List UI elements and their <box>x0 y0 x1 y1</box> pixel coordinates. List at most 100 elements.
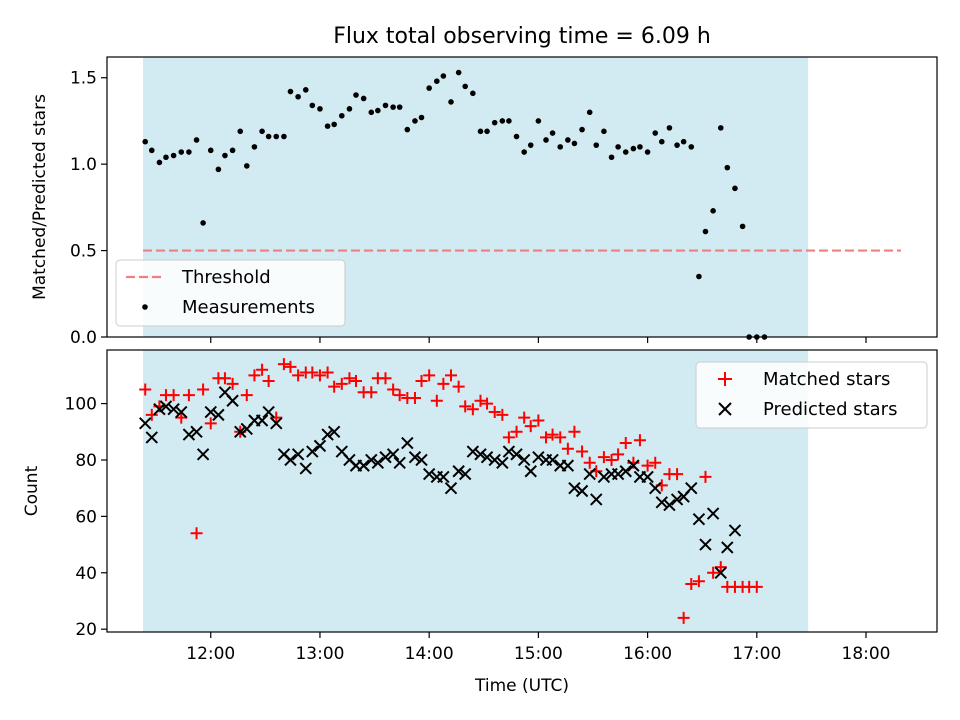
measurement-point <box>630 145 637 152</box>
predicted-star-point <box>655 496 668 509</box>
measurement-point <box>506 118 512 124</box>
measurement-point <box>426 85 432 91</box>
predicted-star-point <box>371 456 385 470</box>
matched-star-point <box>182 389 195 402</box>
matched-star-point <box>197 383 210 396</box>
matched-star-point <box>583 456 596 469</box>
predicted-star-point <box>685 481 698 495</box>
predicted-star-point <box>379 450 392 464</box>
predicted-star-point <box>226 394 239 407</box>
legend-measurements-label: Measurements <box>182 297 315 318</box>
matched-star-point <box>474 394 487 407</box>
measurement-point <box>652 130 659 136</box>
measurement-point <box>571 140 578 147</box>
measurement-point <box>644 149 651 155</box>
predicted-star-point <box>422 467 436 481</box>
measurement-point <box>368 109 375 116</box>
measurement-point <box>696 273 702 280</box>
measurement-point <box>732 185 738 192</box>
measurement-point <box>579 126 585 133</box>
predicted-star-point <box>357 459 370 472</box>
xtick-label: 16:00 <box>623 644 672 664</box>
xtick-label: 15:00 <box>514 644 563 664</box>
measurement-point <box>448 99 454 105</box>
predicted-star-point <box>575 484 589 498</box>
measurement-point <box>688 144 695 150</box>
ytick-label: 80 <box>75 451 97 471</box>
measurement-point <box>390 104 396 110</box>
matched-star-point <box>139 383 152 396</box>
matched-star-point <box>218 372 231 385</box>
measurement-point <box>455 69 462 76</box>
predicted-star-point <box>568 481 581 495</box>
measurement-point <box>251 144 258 150</box>
matched-star-point <box>459 400 472 413</box>
matched-star-point <box>641 459 654 472</box>
matched-star-point <box>365 386 378 399</box>
measurement-point <box>207 147 214 154</box>
predicted-star-point <box>502 445 516 458</box>
matched-star-point <box>619 437 632 450</box>
matched-star-point <box>145 408 158 421</box>
predicted-star-point <box>437 470 450 484</box>
measurement-point <box>287 88 294 95</box>
matched-star-point <box>561 442 574 455</box>
matched-star-point <box>532 414 545 427</box>
measurement-point <box>543 137 549 143</box>
legend-measurements-swatch <box>142 304 148 310</box>
measurement-point <box>353 92 359 98</box>
predicted-star-point <box>365 453 378 467</box>
ytick-label: 0.0 <box>70 328 97 348</box>
legend-predicted-swatch <box>718 402 732 416</box>
matched-star-point <box>175 411 188 424</box>
matched-star-point <box>481 397 494 410</box>
predicted-star-point <box>546 453 559 467</box>
measurement-point <box>601 128 607 135</box>
predicted-star-point <box>159 400 173 413</box>
predicted-star-point <box>327 425 341 438</box>
predicted-star-point <box>670 493 684 506</box>
matched-star-point <box>671 468 684 481</box>
measurement-point <box>477 128 484 135</box>
predicted-star-point <box>284 453 297 467</box>
measurement-point <box>265 133 272 140</box>
measurement-point <box>462 83 469 90</box>
measurement-point <box>484 128 490 135</box>
matched-star-point <box>415 375 428 388</box>
predicted-star-point <box>496 456 509 470</box>
predicted-star-point <box>728 524 742 537</box>
predicted-star-point <box>480 450 494 464</box>
predicted-star-point <box>714 566 727 579</box>
measurement-point <box>674 142 680 148</box>
matched-star-point <box>248 369 261 382</box>
matched-star-point <box>335 377 348 390</box>
ytick-label: 0.5 <box>70 242 97 262</box>
predicted-star-point <box>721 541 734 554</box>
matched-star-point <box>262 375 275 388</box>
bottom-legend: Matched stars Predicted stars <box>695 361 928 429</box>
top-legend: Threshold Measurements <box>115 259 346 327</box>
matched-star-point <box>292 369 305 382</box>
measurement-point <box>178 149 185 155</box>
predicted-star-point <box>524 465 537 478</box>
predicted-star-point <box>234 425 247 438</box>
bottom-legend-box <box>695 361 928 429</box>
predicted-star-point <box>139 417 152 430</box>
measurement-point <box>142 138 149 145</box>
matched-star-point <box>423 369 436 382</box>
measurement-point <box>295 93 301 100</box>
matched-star-point <box>379 372 392 385</box>
matched-star-point <box>452 380 465 393</box>
xtick-label: 17:00 <box>732 644 781 664</box>
predicted-star-point <box>452 465 465 478</box>
predicted-star-point <box>706 507 720 520</box>
predicted-star-point <box>299 462 312 475</box>
matched-star-point <box>605 453 618 466</box>
matched-star-point <box>284 360 297 373</box>
predicted-star-point <box>583 467 596 481</box>
matched-star-point <box>204 417 217 430</box>
matched-star-point <box>343 372 356 385</box>
bottom-ylabel: Count <box>22 465 42 516</box>
matched-star-point <box>306 366 319 379</box>
matched-star-point <box>714 561 727 574</box>
